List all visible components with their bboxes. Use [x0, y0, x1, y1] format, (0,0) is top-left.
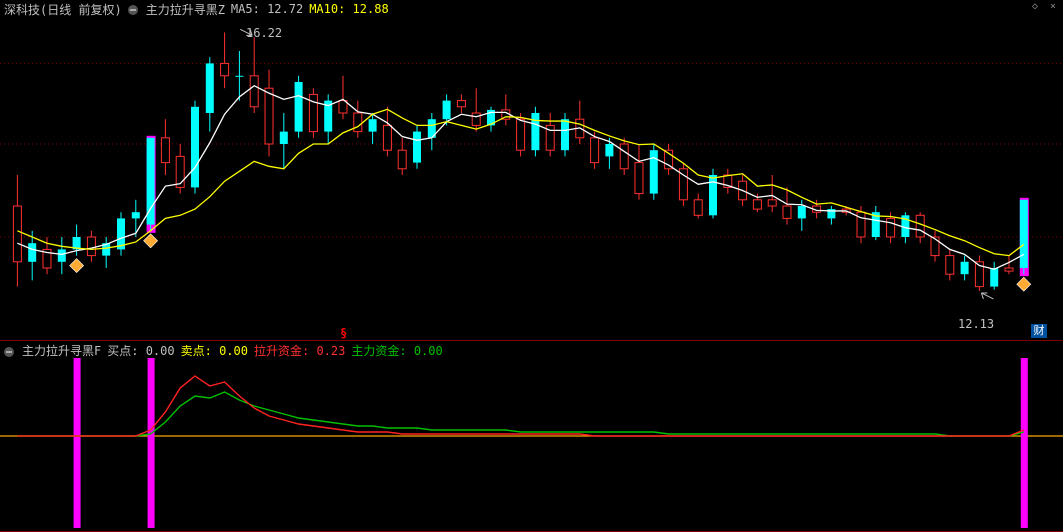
main-indicator-bar: 深科技(日线 前复权) 主力拉升寻黑Z MA5: 12.72 MA10: 12.…	[0, 0, 1063, 18]
candlestick-chart[interactable]	[0, 0, 1063, 340]
main-chart-panel[interactable]: 深科技(日线 前复权) 主力拉升寻黑Z MA5: 12.72 MA10: 12.…	[0, 0, 1063, 341]
stock-name: 深科技(日线 前复权)	[4, 1, 122, 18]
sub-indicator-bar: 主力拉升寻黑F 买点: 0.00 卖点: 0.00 拉升资金: 0.23 主力资…	[4, 342, 443, 359]
lazj-label: 拉升资金: 0.23	[254, 342, 345, 359]
high-price-label: 16.22	[246, 26, 282, 40]
expand-icon[interactable]	[128, 5, 138, 15]
ma10-label: MA10: 12.88	[309, 2, 388, 16]
dividend-marker-icon: §	[340, 326, 347, 340]
zlzj-label: 主力资金: 0.00	[351, 342, 442, 359]
window-controls: ◇ ×	[1029, 2, 1059, 14]
chart-app: 深科技(日线 前复权) 主力拉升寻黑Z MA5: 12.72 MA10: 12.…	[0, 0, 1063, 532]
sell-label: 卖点: 0.00	[181, 342, 248, 359]
ma5-label: MA5: 12.72	[231, 2, 303, 16]
sub-indicator-panel[interactable]: 主力拉升寻黑F 买点: 0.00 卖点: 0.00 拉升资金: 0.23 主力资…	[0, 340, 1063, 532]
maximize-icon[interactable]: ◇	[1029, 2, 1041, 14]
sub-indicator-chart[interactable]	[0, 340, 1063, 532]
expand-icon[interactable]	[4, 347, 14, 357]
sub-indicator-name: 主力拉升寻黑F	[22, 342, 101, 359]
buy-label: 买点: 0.00	[107, 342, 174, 359]
low-price-label: 12.13	[958, 317, 994, 331]
news-badge[interactable]: 财	[1031, 324, 1047, 338]
close-icon[interactable]: ×	[1047, 2, 1059, 14]
main-indicator-name: 主力拉升寻黑Z	[146, 1, 225, 18]
